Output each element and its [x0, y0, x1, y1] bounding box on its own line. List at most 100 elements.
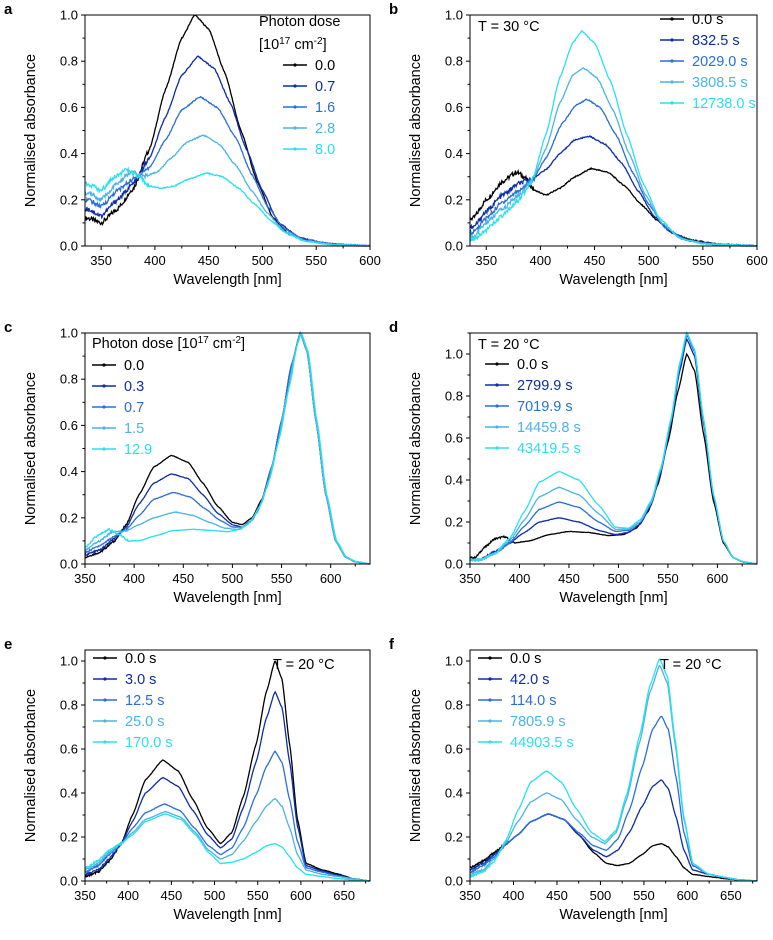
y-axis-label: Normalised absorbance [408, 54, 424, 207]
plot-frame [469, 332, 758, 565]
y-tick-label: 0.4 [445, 786, 463, 801]
legend-marker [102, 405, 106, 409]
temperature-label: T = 20 °C [273, 657, 335, 673]
x-tick-label: 650 [333, 888, 355, 903]
panel-label: e [4, 636, 12, 653]
legend-label: 0.0 [315, 58, 335, 74]
y-tick-label: 0.0 [60, 239, 78, 254]
y-tick-label: 1.0 [445, 347, 463, 362]
legend-label: 3.0 s [125, 672, 156, 688]
legend-marker [103, 719, 107, 723]
legend-label: 0.7 [315, 79, 335, 95]
y-tick-label: 0.2 [60, 192, 78, 207]
legend-marker [488, 656, 492, 660]
x-tick-label: 400 [117, 888, 139, 903]
x-tick-label: 600 [320, 571, 342, 586]
panel-b: b 350 400 450 500 550 600 0.0 0.2 0.4 0.6 0.8 1.0 Wav… [389, 1, 768, 288]
x-tick-label: 400 [530, 253, 552, 268]
y-axis-label: Normalised absorbance [23, 54, 39, 207]
legend-marker [670, 101, 674, 105]
legend-label: 14459.8 s [517, 420, 581, 436]
legend-title: Photon dose [259, 14, 340, 30]
x-tick-label: 500 [608, 571, 630, 586]
y-axis-label: Normalised absorbance [408, 372, 424, 525]
y-tick-label: 0.4 [445, 146, 463, 161]
legend-label: 44903.5 s [510, 735, 574, 751]
legend-label: 1.6 [315, 100, 335, 116]
x-tick-label: 600 [359, 253, 381, 268]
y-axis-label: Normalised absorbance [23, 372, 39, 525]
x-axis-label: Wavelength [nm] [559, 590, 667, 606]
x-axis-label: Wavelength [nm] [173, 907, 281, 923]
y-tick-label: 0.0 [60, 874, 78, 889]
legend-marker [293, 63, 297, 67]
y-tick-label: 0.2 [445, 515, 463, 530]
series-line [84, 660, 370, 882]
legend-title-part: ] [241, 336, 245, 352]
plot-frame [84, 649, 371, 882]
legend-marker [670, 38, 674, 42]
legend-marker [495, 425, 499, 429]
y-tick-label: 0.8 [445, 698, 463, 713]
series-line [84, 813, 370, 882]
legend-label: 170.0 s [125, 735, 173, 751]
x-tick-label: 400 [509, 571, 531, 586]
series-line [469, 658, 757, 882]
series-line [469, 333, 758, 565]
x-tick-label: 500 [204, 888, 226, 903]
y-tick-label: 0.2 [60, 830, 78, 845]
x-tick-label: 350 [90, 253, 112, 268]
legend-marker [488, 698, 492, 702]
y-tick-label: 0.6 [60, 100, 78, 115]
panel-c: c 350 400 450 500 550 600 0.0 0.2 0.4 0.6 0.8 1.0 Wav… [4, 319, 371, 606]
x-tick-label: 500 [252, 253, 274, 268]
panel-e: e 350 400 450 500 550 600 650 0.0 0.2 0.4 0.6 0.8 1.0… [4, 636, 371, 923]
x-tick-label: 450 [198, 253, 220, 268]
legend-label: 3808.5 s [692, 75, 748, 91]
legend-title-part: -2 [232, 335, 241, 346]
legend-label: 12.5 s [125, 693, 165, 709]
legend-label: 0.0 s [517, 357, 548, 373]
x-tick-label: 550 [305, 253, 327, 268]
y-tick-label: 0.0 [445, 557, 463, 572]
legend-label: 114.0 s [510, 693, 557, 709]
y-tick-label: 0.0 [60, 557, 78, 572]
y-tick-label: 0.0 [445, 874, 463, 889]
series-line [84, 690, 370, 882]
legend-title-part: ] [323, 37, 327, 53]
legend-label: 0.7 [124, 400, 144, 416]
legend-title-part: 17 [198, 335, 210, 346]
series-line [84, 332, 371, 565]
x-tick-label: 450 [161, 888, 183, 903]
series-line [469, 331, 757, 565]
legend-title: Photon dose [1017 cm-2] [92, 335, 245, 353]
x-axis-label: Wavelength [nm] [559, 272, 667, 288]
x-tick-label: 400 [144, 253, 166, 268]
legend-marker [103, 698, 107, 702]
legend-marker [102, 363, 106, 367]
x-tick-label: 550 [657, 571, 679, 586]
series-line [84, 797, 370, 882]
y-tick-label: 1.0 [60, 654, 78, 669]
legend-marker [495, 446, 499, 450]
y-tick-label: 1.0 [445, 8, 463, 23]
legend-marker [293, 126, 297, 130]
legend-label: 12.9 [124, 442, 152, 458]
x-tick-label: 450 [546, 888, 568, 903]
x-tick-label: 600 [746, 253, 768, 268]
x-axis-label: Wavelength [nm] [173, 590, 281, 606]
legend-marker [495, 404, 499, 408]
panel-label: a [4, 1, 13, 18]
y-tick-label: 0.8 [60, 698, 78, 713]
x-tick-label: 350 [74, 571, 96, 586]
y-tick-label: 0.6 [445, 431, 463, 446]
y-tick-label: 0.6 [60, 418, 78, 433]
legend-title-part: [10 [259, 37, 279, 53]
series-line [469, 167, 757, 247]
legend-label: 12738.0 s [692, 96, 756, 112]
y-tick-label: 1.0 [445, 654, 463, 669]
series-line [469, 67, 757, 247]
legend-label: 7019.9 s [517, 399, 573, 415]
x-tick-label: 450 [558, 571, 580, 586]
y-tick-label: 0.4 [60, 464, 78, 479]
